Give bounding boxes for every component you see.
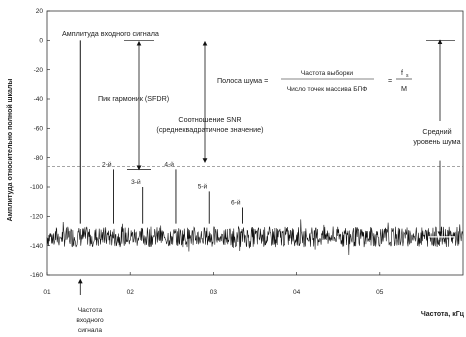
noise-band-m: M — [401, 84, 407, 93]
input-amplitude-label: Амплитуда входного сигнала — [62, 29, 159, 38]
harmonic-label: 3-й — [131, 178, 141, 186]
plot-frame — [46, 10, 464, 276]
y-axis-ticks: 20 0 -20 -40 -60 -80 -100 -120 -140 -160 — [30, 8, 50, 279]
x-tick-label: 02 — [127, 289, 135, 296]
avg-noise-label-line2: уровень шума — [413, 137, 460, 146]
y-tick-label: -40 — [34, 96, 44, 103]
x-axis-ticks: 01 02 03 04 05 — [43, 272, 384, 296]
annotation-arrows — [77, 39, 455, 295]
harmonic-label: 5-й — [198, 182, 208, 190]
y-tick-label: -20 — [34, 67, 44, 74]
y-axis-label: Амплитуда относительно полной шкалы — [6, 79, 14, 222]
y-tick-label: -80 — [34, 155, 44, 162]
x-tick-label: 04 — [293, 289, 301, 296]
noise-band-numerator: Частота выборки — [301, 69, 354, 77]
y-tick-label: 20 — [36, 8, 44, 15]
spectral-lines: 2-й 3-й 4-й 5-й 6-й — [79, 40, 243, 224]
input-freq-label-line3: сигнала — [78, 327, 103, 334]
input-freq-label-line2: входного — [76, 317, 104, 324]
harmonic-label: 4-й — [164, 160, 174, 168]
plot-border — [46, 10, 464, 276]
noise-trace — [46, 219, 464, 256]
y-tick-label: -60 — [34, 126, 44, 133]
harmonic-label: 6-й — [231, 199, 241, 207]
y-tick-label: -160 — [30, 272, 43, 279]
noise-band-label: Полоса шума = — [217, 76, 268, 85]
x-tick-label: 05 — [376, 289, 384, 296]
noise-floor-trace — [46, 219, 464, 256]
x-tick-label: 03 — [210, 289, 218, 296]
y-tick-label: -140 — [30, 243, 43, 250]
noise-band-equals: = — [388, 76, 392, 85]
y-tick-label: 0 — [39, 38, 43, 45]
snr-label-line1: Соотношение SNR — [178, 115, 241, 124]
noise-band-fs-sub: s — [406, 73, 409, 79]
y-tick-label: -120 — [30, 214, 43, 221]
noise-band-fs: f — [401, 68, 403, 77]
avg-noise-label-line1: Средний — [422, 127, 451, 136]
sfdr-label: Пик гармоник (SFDR) — [98, 94, 169, 103]
harmonic-label: 2-й — [102, 160, 112, 168]
snr-label-line2: (среднеквадратичное значение) — [156, 125, 263, 134]
input-freq-label-line1: Частота — [78, 307, 103, 314]
noise-band-denominator: Число точек массива БПФ — [287, 86, 368, 93]
x-tick-label: 01 — [43, 289, 51, 296]
y-tick-label: -100 — [30, 184, 43, 191]
x-axis-label: Частота, кГц — [421, 311, 465, 318]
